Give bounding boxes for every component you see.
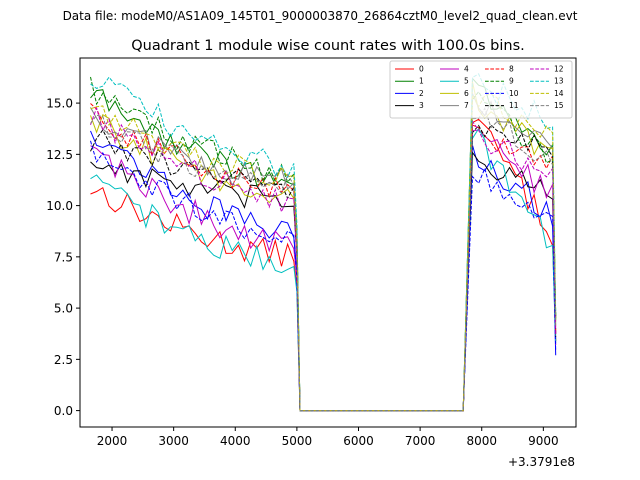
y-tick-label: 15.0 (46, 97, 73, 111)
x-tick-label: 6000 (343, 434, 374, 448)
series-line-12 (90, 106, 557, 412)
legend-label-8: 8 (509, 65, 514, 74)
series-line-8 (90, 103, 557, 412)
x-tick-label: 4000 (220, 434, 251, 448)
legend-label-14: 14 (554, 89, 564, 98)
series-line-11 (90, 124, 557, 412)
y-tick-label: 2.5 (54, 353, 73, 367)
legend-label-1: 1 (419, 77, 424, 86)
y-axis: 0.0 2.5 5.0 7.5 10.0 12.5 15.0 (46, 97, 80, 418)
legend-label-9: 9 (509, 77, 514, 86)
legend-label-0: 0 (419, 65, 424, 74)
x-tick-label: 7000 (405, 434, 436, 448)
x-tick-label: 9000 (528, 434, 559, 448)
legend-box (389, 60, 573, 119)
x-tick-label: 2000 (97, 434, 128, 448)
legend-label-3: 3 (419, 101, 424, 110)
legend-label-13: 13 (554, 77, 564, 86)
series-line-1 (90, 77, 557, 412)
series-line-7 (90, 93, 557, 412)
legend-label-5: 5 (464, 77, 469, 86)
plot-area (90, 73, 557, 412)
chart-title: Quadrant 1 module wise count rates with … (131, 38, 525, 54)
x-tick-label: 3000 (158, 434, 189, 448)
x-tick-label: 8000 (466, 434, 497, 448)
legend-label-12: 12 (554, 65, 564, 74)
x-tick-label: 5000 (282, 434, 313, 448)
series-line-0 (90, 118, 557, 412)
x-axis-offset-label: +3.3791e8 (508, 455, 575, 469)
legend-label-15: 15 (554, 101, 564, 110)
series-line-15 (90, 107, 557, 412)
series-layer (90, 73, 557, 412)
x-axis: 2000 3000 4000 5000 6000 7000 8000 9000 (97, 427, 559, 448)
series-line-2 (90, 130, 557, 412)
legend-label-4: 4 (464, 65, 469, 74)
axes-frame (79, 57, 577, 428)
series-line-6 (90, 81, 557, 412)
legend-label-11: 11 (509, 101, 519, 110)
series-line-10 (90, 140, 557, 412)
series-line-14 (90, 93, 557, 412)
y-tick-label: 10.0 (46, 199, 73, 213)
y-tick-label: 0.0 (54, 404, 73, 418)
legend-label-7: 7 (464, 101, 469, 110)
y-tick-label: 12.5 (46, 148, 73, 162)
legend-label-2: 2 (419, 89, 424, 98)
y-tick-label: 7.5 (54, 250, 73, 264)
legend-label-10: 10 (509, 89, 519, 98)
series-line-13 (90, 73, 557, 412)
legend-label-6: 6 (464, 89, 469, 98)
figure-suptitle: Data file: modeM0/AS1A09_145T01_90000038… (63, 9, 578, 23)
y-tick-label: 5.0 (54, 302, 73, 316)
